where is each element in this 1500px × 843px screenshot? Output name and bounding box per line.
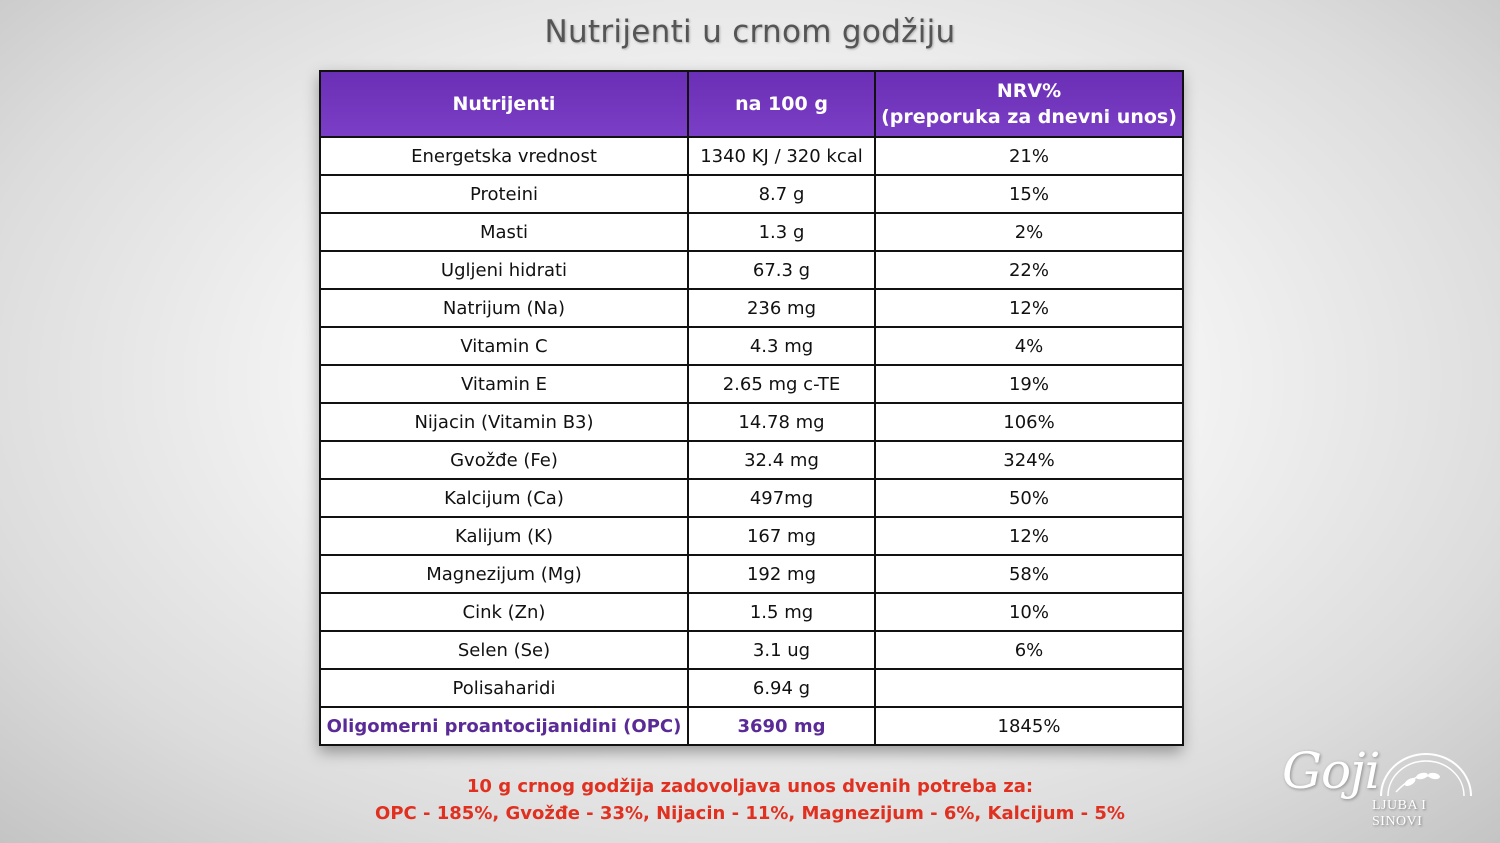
- cell-nrv: 4%: [874, 326, 1184, 366]
- cell-amount: 67.3 g: [687, 250, 876, 290]
- footer-note: 10 g crnog godžija zadovoljava unos dven…: [0, 773, 1500, 827]
- table-row: Magnezijum (Mg) 192 mg 58%: [319, 554, 1184, 594]
- cell-amount: 8.7 g: [687, 174, 876, 214]
- cell-amount: 236 mg: [687, 288, 876, 328]
- cell-nrv: 50%: [874, 478, 1184, 518]
- nutrient-table-container: Nutrijenti na 100 g NRV% (preporuka za d…: [319, 70, 1184, 746]
- cell-amount: 192 mg: [687, 554, 876, 594]
- cell-nutrient: Masti: [319, 212, 689, 252]
- cell-nrv: 21%: [874, 136, 1184, 176]
- cell-amount: 14.78 mg: [687, 402, 876, 442]
- cell-nutrient: Vitamin E: [319, 364, 689, 404]
- cell-nutrient: Nijacin (Vitamin B3): [319, 402, 689, 442]
- cell-amount: 1340 KJ / 320 kcal: [687, 136, 876, 176]
- cell-nutrient: Magnezijum (Mg): [319, 554, 689, 594]
- table-row: Natrijum (Na) 236 mg 12%: [319, 288, 1184, 328]
- footer-line-2: OPC - 185%, Gvožđe - 33%, Nijacin - 11%,…: [375, 803, 1125, 824]
- table-row: Kalijum (K) 167 mg 12%: [319, 516, 1184, 556]
- header-nrv: NRV% (preporuka za dnevni unos): [874, 70, 1184, 138]
- cell-nutrient: Proteini: [319, 174, 689, 214]
- table-row: Selen (Se) 3.1 ug 6%: [319, 630, 1184, 670]
- table-body: Energetska vrednost 1340 KJ / 320 kcal 21%…: [319, 136, 1184, 746]
- cell-nrv: 2%: [874, 212, 1184, 252]
- header-per-100g: na 100 g: [687, 70, 876, 138]
- brand-logo: Goji LJUBA I SINOVI: [1280, 742, 1480, 832]
- nutrient-table: Nutrijenti na 100 g NRV% (preporuka za d…: [319, 70, 1184, 746]
- cell-nutrient: Oligomerni proantocijanidini (OPC): [319, 706, 689, 746]
- cell-amount: 3.1 ug: [687, 630, 876, 670]
- cell-nrv: 15%: [874, 174, 1184, 214]
- cell-amount: 3690 mg: [687, 706, 876, 746]
- table-row: Nijacin (Vitamin B3) 14.78 mg 106%: [319, 402, 1184, 442]
- cell-nutrient: Vitamin C: [319, 326, 689, 366]
- table-row: Oligomerni proantocijanidini (OPC) 3690 m…: [319, 706, 1184, 746]
- cell-nrv: 58%: [874, 554, 1184, 594]
- page-title: Nutrijenti u crnom godžiju: [544, 14, 956, 50]
- header-nrv-label: NRV%: [996, 80, 1062, 102]
- cell-nrv: [874, 668, 1184, 708]
- footer-line-1: 10 g crnog godžija zadovoljava unos dven…: [466, 776, 1034, 797]
- table-row: Vitamin C 4.3 mg 4%: [319, 326, 1184, 366]
- cell-amount: 1.5 mg: [687, 592, 876, 632]
- cell-nutrient: Polisaharidi: [319, 668, 689, 708]
- cell-nutrient: Kalcijum (Ca): [319, 478, 689, 518]
- cell-nutrient: Kalijum (K): [319, 516, 689, 556]
- cell-nutrient: Ugljeni hidrati: [319, 250, 689, 290]
- cell-amount: 2.65 mg c-TE: [687, 364, 876, 404]
- table-row: Kalcijum (Ca) 497mg 50%: [319, 478, 1184, 518]
- cell-nutrient: Gvožđe (Fe): [319, 440, 689, 480]
- table-row: Cink (Zn) 1.5 mg 10%: [319, 592, 1184, 632]
- cell-amount: 1.3 g: [687, 212, 876, 252]
- cell-nrv: 324%: [874, 440, 1184, 480]
- table-row: Ugljeni hidrati 67.3 g 22%: [319, 250, 1184, 290]
- cell-nrv: 1845%: [874, 706, 1184, 746]
- table-row: Proteini 8.7 g 15%: [319, 174, 1184, 214]
- table-header-row: Nutrijenti na 100 g NRV% (preporuka za d…: [319, 70, 1184, 138]
- cell-nrv: 10%: [874, 592, 1184, 632]
- cell-nrv: 6%: [874, 630, 1184, 670]
- table-row: Polisaharidi 6.94 g: [319, 668, 1184, 708]
- cell-nrv: 12%: [874, 516, 1184, 556]
- logo-script-text: Goji: [1282, 742, 1381, 800]
- table-row: Masti 1.3 g 2%: [319, 212, 1184, 252]
- cell-amount: 4.3 mg: [687, 326, 876, 366]
- table-row: Energetska vrednost 1340 KJ / 320 kcal 21%: [319, 136, 1184, 176]
- cell-nutrient: Selen (Se): [319, 630, 689, 670]
- cell-nutrient: Cink (Zn): [319, 592, 689, 632]
- cell-amount: 6.94 g: [687, 668, 876, 708]
- cell-amount: 497mg: [687, 478, 876, 518]
- arc-leaves-icon: [1380, 753, 1472, 797]
- cell-amount: 167 mg: [687, 516, 876, 556]
- header-nrv-sub: (preporuka za dnevni unos): [881, 106, 1177, 128]
- header-nutrient: Nutrijenti: [319, 70, 689, 138]
- logo-subtitle: LJUBA I SINOVI: [1372, 798, 1427, 829]
- table-row: Gvožđe (Fe) 32.4 mg 324%: [319, 440, 1184, 480]
- cell-nrv: 12%: [874, 288, 1184, 328]
- cell-amount: 32.4 mg: [687, 440, 876, 480]
- cell-nutrient: Energetska vrednost: [319, 136, 689, 176]
- cell-nrv: 19%: [874, 364, 1184, 404]
- table-row: Vitamin E 2.65 mg c-TE 19%: [319, 364, 1184, 404]
- cell-nrv: 106%: [874, 402, 1184, 442]
- cell-nrv: 22%: [874, 250, 1184, 290]
- cell-nutrient: Natrijum (Na): [319, 288, 689, 328]
